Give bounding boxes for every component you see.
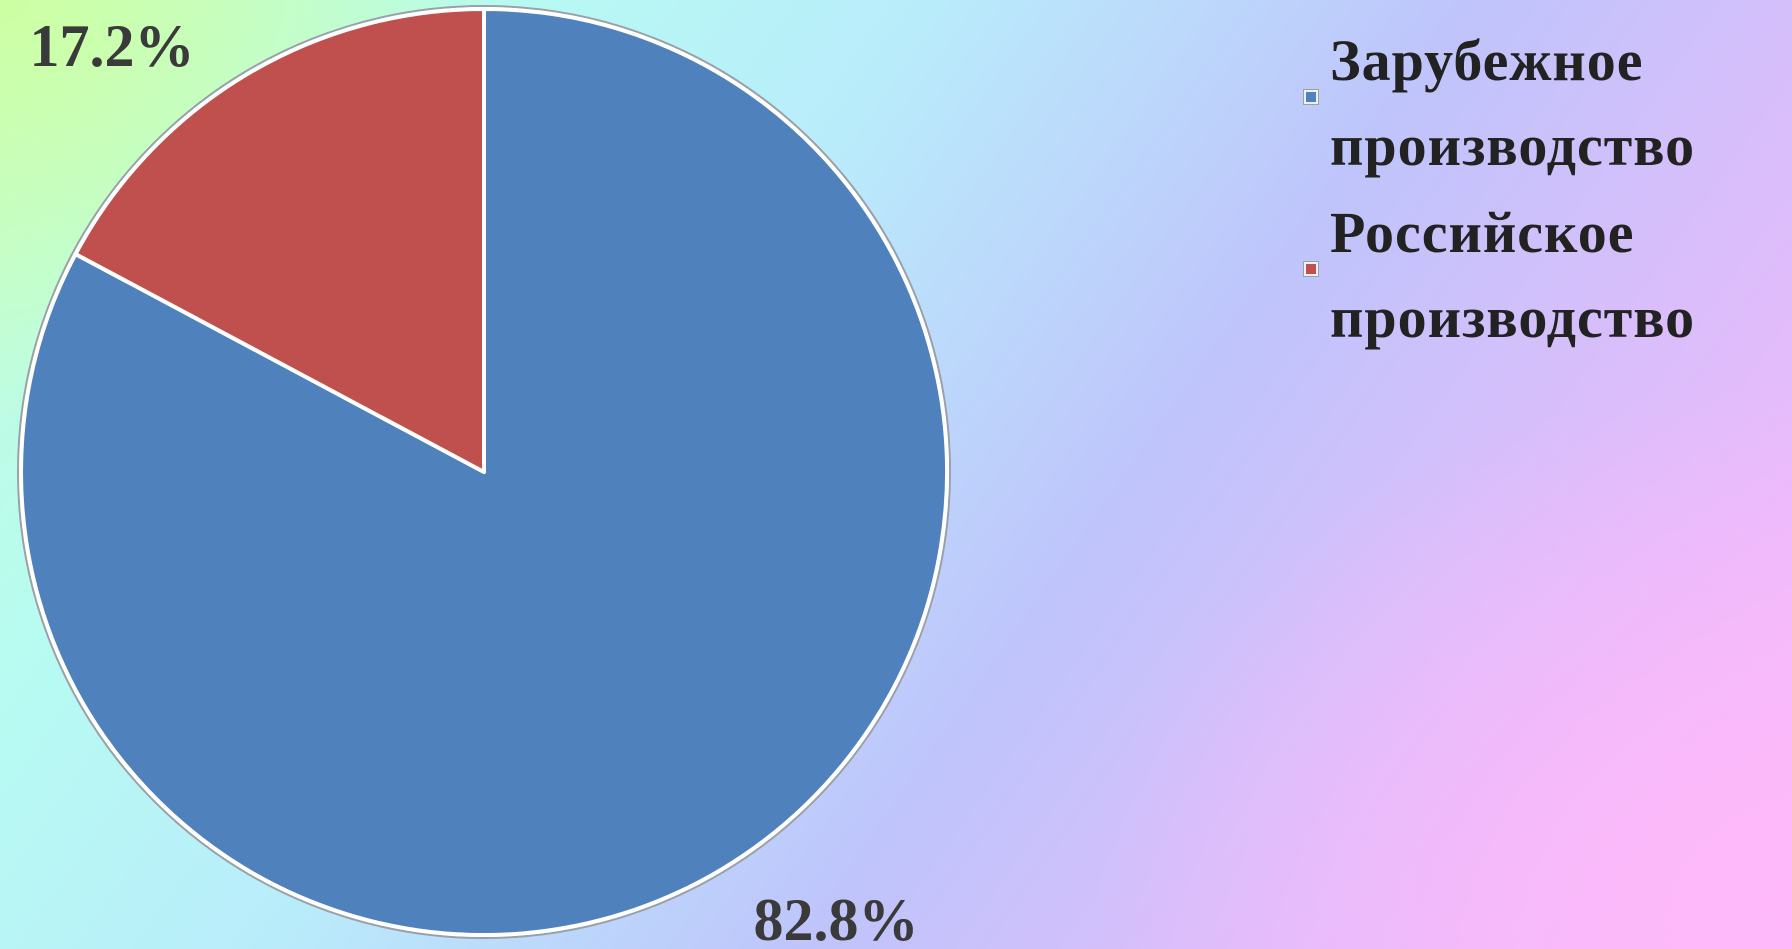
legend-label-foreign: Зарубежное производство <box>1330 28 1696 178</box>
legend-item-foreign: Зарубежное производство <box>1300 18 1780 188</box>
legend-label-russian: Российское производство <box>1330 200 1696 350</box>
chart-legend: Зарубежное производство Российское произ… <box>1300 18 1780 362</box>
legend-swatch-foreign <box>1303 89 1319 105</box>
data-label-russian: 17.2% <box>30 13 195 79</box>
pie-slice-russian <box>73 7 486 474</box>
pie-slices <box>19 7 949 937</box>
legend-item-russian: Российское производство <box>1300 190 1780 360</box>
legend-swatch-russian <box>1303 261 1319 277</box>
pie-data-labels: 82.8% 17.2% <box>30 13 919 949</box>
data-label-foreign: 82.8% <box>754 887 919 949</box>
